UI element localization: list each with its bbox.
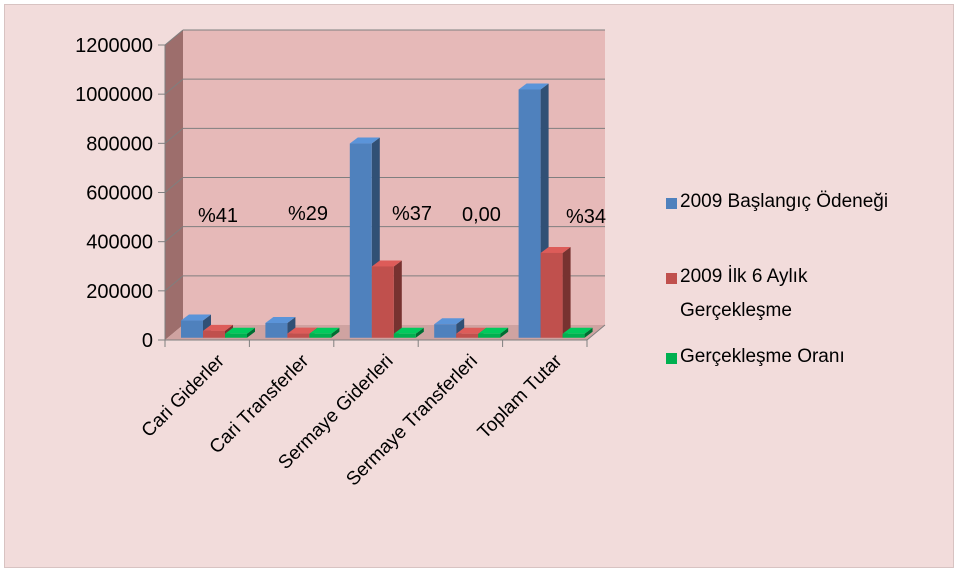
bar-top: [371, 260, 402, 267]
bar: [478, 333, 501, 338]
data-annotation: %34: [566, 206, 606, 228]
bar: [203, 330, 225, 338]
bar-top: [225, 327, 255, 334]
bar: [518, 89, 541, 338]
bar-top: [562, 327, 593, 334]
y-tick-label: 1000000: [75, 84, 153, 106]
y-tick-label: 200000: [86, 281, 153, 303]
legend: 2009 Başlangıç Ödeneği 2009 İlk 6 Aylık Ge…: [666, 191, 888, 367]
bar: [309, 333, 332, 338]
bars: [181, 83, 593, 338]
bar-top: [309, 327, 340, 334]
bar: [456, 333, 479, 338]
bar: [540, 252, 563, 338]
data-annotation: %37: [392, 203, 432, 225]
bar: [181, 320, 203, 338]
bar-side: [584, 327, 593, 338]
data-annotations: %41 %29 %37 0,00 %34: [198, 203, 606, 228]
bar-top: [478, 327, 509, 334]
grid-line-side: [164, 226, 184, 243]
data-annotation: 0,00: [462, 204, 501, 226]
bar-top: [181, 314, 211, 321]
bar: [265, 323, 288, 338]
legend-swatch: [666, 273, 677, 284]
grid-line-side: [164, 78, 184, 95]
bar-top: [349, 137, 380, 144]
bar: [287, 333, 310, 338]
legend-label: 2009 Başlangıç Ödeneği: [680, 191, 888, 212]
bar-side: [415, 327, 424, 338]
y-axis-tick-labels: 0 200000 400000 600000 800000 1000000 1200000: [75, 35, 153, 352]
bar-side: [562, 246, 571, 338]
grid-line-side: [164, 275, 184, 292]
legend-label-line: Gerçekleşme: [680, 300, 792, 321]
bar: [393, 333, 416, 338]
x-category-label: Toplam Tutar: [474, 350, 567, 443]
legend-swatch: [666, 353, 677, 364]
bar: [562, 333, 585, 338]
bar-top: [434, 318, 465, 325]
grid-line-side: [164, 29, 184, 46]
data-annotation: %41: [198, 205, 238, 227]
bar-side: [393, 260, 402, 338]
bar-top: [287, 327, 318, 334]
bar: [434, 324, 457, 338]
bar-top: [203, 324, 233, 331]
y-tick-label: 600000: [86, 183, 153, 205]
y-tick-label: 1200000: [75, 35, 153, 57]
y-tick-label: 400000: [86, 232, 153, 254]
bar-top: [456, 327, 487, 334]
legend-label-line: 2009 İlk 6 Aylık: [680, 266, 808, 287]
x-axis-edge: [586, 324, 606, 341]
grid-line-side: [164, 127, 184, 144]
legend-swatch: [666, 198, 677, 209]
bar-side: [500, 327, 509, 338]
bar: [225, 333, 247, 338]
bar-side: [247, 327, 255, 338]
grid-line-side: [164, 177, 184, 193]
bar: [349, 143, 372, 338]
y-tick-label: 800000: [86, 133, 153, 155]
y-tick-label: 0: [142, 330, 153, 352]
bar-top: [540, 246, 571, 253]
bar: [371, 266, 394, 338]
bar-side: [331, 327, 340, 338]
data-annotation: %29: [288, 203, 328, 225]
x-category-label: Cari Giderler: [138, 350, 229, 441]
bar-top: [518, 83, 549, 90]
legend-label: 2009 İlk 6 Aylık Gerçekleşme: [680, 266, 808, 321]
bar-top: [393, 327, 424, 334]
legend-label: Gerçekleşme Oranı: [680, 346, 845, 367]
bar-top: [265, 317, 296, 323]
